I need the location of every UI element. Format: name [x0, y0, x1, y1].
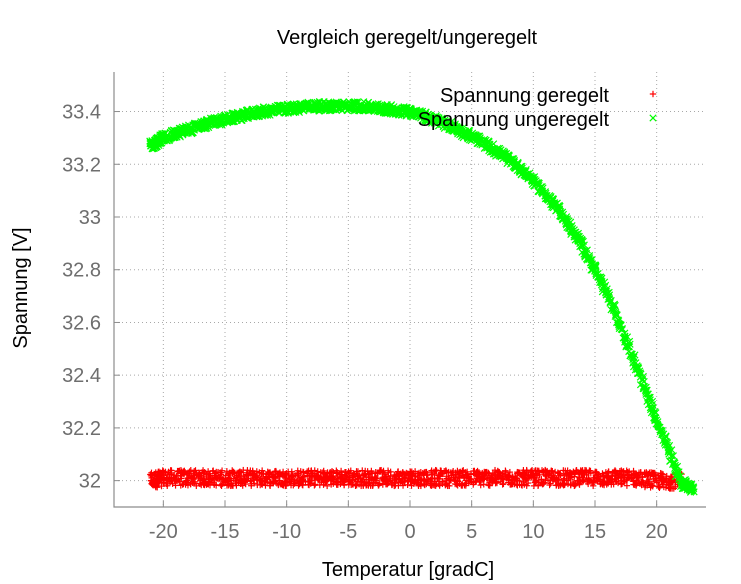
legend: Spannung geregelt Spannung ungeregelt: [418, 85, 657, 131]
data-point: [236, 468, 244, 475]
x-tick-label: 20: [646, 521, 668, 543]
legend-marker-ungeregelt: [649, 114, 657, 122]
legend-marker-geregelt: [649, 90, 657, 98]
y-axis-label: Spannung [V]: [10, 227, 32, 348]
data-point: [354, 468, 362, 475]
data-point: [279, 481, 286, 489]
data-point: [258, 467, 266, 474]
data-point: [376, 480, 383, 487]
data-point: [368, 467, 375, 475]
x-axis-label: Temperatur [gradC]: [322, 559, 494, 581]
data-point: [347, 481, 355, 489]
legend-label-geregelt: Spannung geregelt: [440, 85, 609, 107]
data-point: [181, 467, 188, 475]
data-point: [217, 481, 225, 489]
data-point: [371, 473, 379, 481]
plot-frame: [113, 72, 706, 508]
series-layer: [146, 97, 698, 496]
x-tick-label: -5: [339, 521, 357, 543]
y-tick-label: 32.6: [62, 312, 101, 334]
x-tick-label: 15: [584, 521, 606, 543]
data-point: [371, 479, 379, 486]
data-point: [210, 467, 217, 474]
chart-title: Vergleich geregelt/ungeregelt: [277, 27, 538, 49]
y-tick-label: 33: [79, 207, 101, 229]
data-point: [195, 472, 202, 479]
data-point: [311, 482, 318, 489]
data-point: [347, 467, 354, 474]
grid: [114, 72, 706, 507]
x-tick-label: -15: [211, 521, 240, 543]
data-point: [228, 480, 235, 487]
data-point: [271, 478, 279, 485]
data-point: [218, 469, 225, 476]
y-tick-label: 33.4: [62, 102, 101, 124]
series-geregelt: [147, 466, 685, 492]
data-point: [311, 467, 318, 474]
data-point: [192, 467, 199, 474]
x-tick-label: 5: [466, 521, 477, 543]
y-tick-label: 32.4: [62, 365, 101, 387]
data-point: [218, 482, 225, 489]
data-point: [344, 478, 352, 485]
data-point: [323, 482, 331, 490]
data-point: [206, 470, 213, 477]
data-point: [253, 472, 261, 479]
data-point: [330, 480, 337, 487]
data-point: [299, 474, 306, 482]
legend-label-ungeregelt: Spannung ungeregelt: [418, 109, 610, 131]
x-tick-label: 0: [404, 521, 415, 543]
data-point: [180, 468, 187, 475]
x-tick-label: -20: [149, 521, 178, 543]
data-point: [240, 472, 247, 480]
data-point: [365, 471, 373, 478]
y-tick-label: 32.8: [62, 260, 101, 282]
data-point: [299, 482, 307, 489]
data-point: [337, 480, 344, 488]
data-point: [314, 468, 321, 475]
data-point: [365, 474, 372, 481]
legend-marker-symbol: [649, 90, 657, 98]
data-point: [193, 482, 200, 490]
y-tick-label: 32.2: [62, 418, 101, 440]
data-point: [300, 469, 307, 476]
data-point: [275, 470, 283, 477]
series-ungeregelt: [146, 97, 698, 496]
y-tick-label: 32: [79, 471, 101, 493]
data-point: [258, 480, 265, 487]
y-tick-label: 33.2: [62, 154, 101, 176]
legend-marker-symbol: [649, 114, 657, 122]
data-point: [373, 475, 380, 482]
data-point: [274, 473, 282, 480]
x-tick-label: -10: [272, 521, 301, 543]
x-tick-label: 10: [522, 521, 544, 543]
y-ticks: 32 32.2 32.4 32.6 32.8 33 33.2 33.4: [62, 102, 120, 493]
